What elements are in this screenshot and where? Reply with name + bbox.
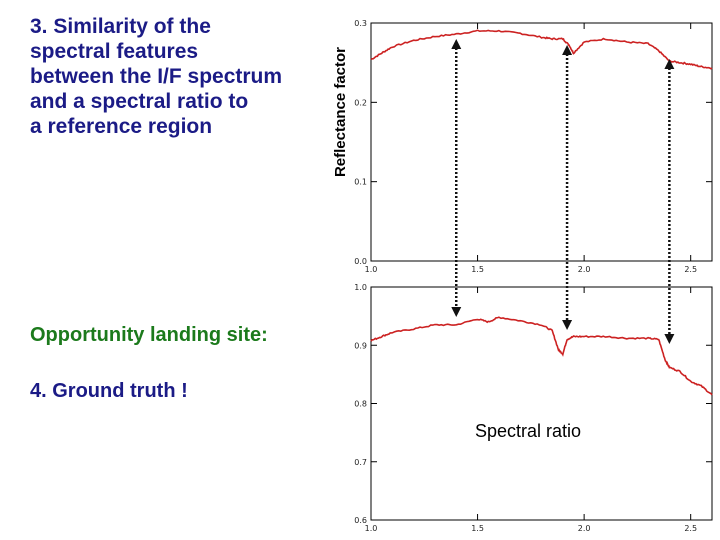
slide-title: 3. Similarity of the spectral features b…: [30, 15, 283, 138]
x-tick-label: 1.5: [471, 524, 484, 533]
y-tick-label: 0.9: [354, 341, 367, 350]
y-tick-label: 0.3: [354, 19, 367, 28]
y-tick-label: 0.6: [354, 516, 367, 525]
y-tick-label: 0.8: [354, 400, 367, 409]
y-tick-label: 0.1: [354, 178, 367, 187]
plot-frame-2: [370, 286, 713, 521]
x-tick-label: 1.0: [365, 524, 378, 533]
y-tick-label: 0.2: [354, 98, 367, 107]
series-line-2: [370, 316, 713, 396]
y-tick-label: 0.0: [354, 257, 367, 266]
plot-frame-1: [370, 22, 713, 262]
series-line-1: [370, 29, 713, 70]
x-tick-label: 2.5: [684, 524, 697, 533]
y-tick-label: 1.0: [354, 283, 367, 292]
spectral-ratio-annotation: Spectral ratio: [475, 421, 582, 441]
x-tick-label: 2.5: [684, 265, 697, 274]
x-tick-label: 2.0: [578, 265, 591, 274]
y-tick-label: 0.7: [354, 458, 367, 467]
x-tick-label: 1.5: [471, 265, 484, 274]
x-tick-label: 1.0: [365, 265, 378, 274]
landing-site-label: Opportunity landing site:: [30, 324, 268, 346]
x-tick-label: 2.0: [578, 524, 591, 533]
ground-truth-label: 4. Ground truth !: [30, 380, 188, 402]
